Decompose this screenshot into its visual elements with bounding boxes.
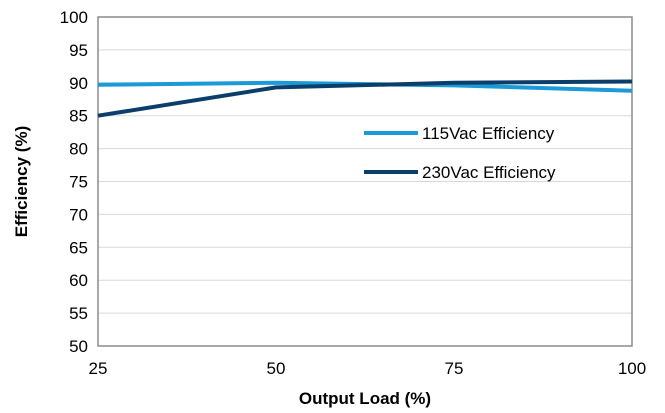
y-tick-label: 50 <box>69 337 88 356</box>
y-tick-label: 95 <box>69 41 88 60</box>
legend-label: 115Vac Efficiency <box>422 124 555 143</box>
x-tick-label: 100 <box>618 359 646 378</box>
y-tick-label: 55 <box>69 304 88 323</box>
y-tick-label: 60 <box>69 271 88 290</box>
series-layer <box>97 79 633 118</box>
series-line-2 <box>97 79 633 118</box>
y-tick-label: 85 <box>69 107 88 126</box>
x-axis-title: Output Load (%) <box>299 389 431 408</box>
x-axis-ticks: 25 50 75 100 <box>89 359 647 378</box>
y-tick-label: 70 <box>69 205 88 224</box>
y-tick-label: 80 <box>69 140 88 159</box>
y-axis-ticks: 50 55 60 65 70 75 80 85 90 95 100 <box>60 8 88 356</box>
y-tick-label: 75 <box>69 173 88 192</box>
grid <box>98 49 632 314</box>
y-tick-label: 90 <box>69 74 88 93</box>
x-tick-label: 75 <box>445 359 464 378</box>
plot-frame <box>97 16 633 347</box>
y-axis-title: Efficiency (%) <box>12 126 31 237</box>
y-tick-label: 65 <box>69 238 88 257</box>
legend: 115Vac Efficiency 230Vac Efficiency <box>364 124 556 182</box>
y-tick-label: 100 <box>60 8 88 27</box>
legend-item: 230Vac Efficiency <box>364 163 556 182</box>
x-tick-label: 50 <box>267 359 286 378</box>
legend-item: 115Vac Efficiency <box>364 124 555 143</box>
x-tick-label: 25 <box>89 359 108 378</box>
legend-label: 230Vac Efficiency <box>422 163 556 182</box>
